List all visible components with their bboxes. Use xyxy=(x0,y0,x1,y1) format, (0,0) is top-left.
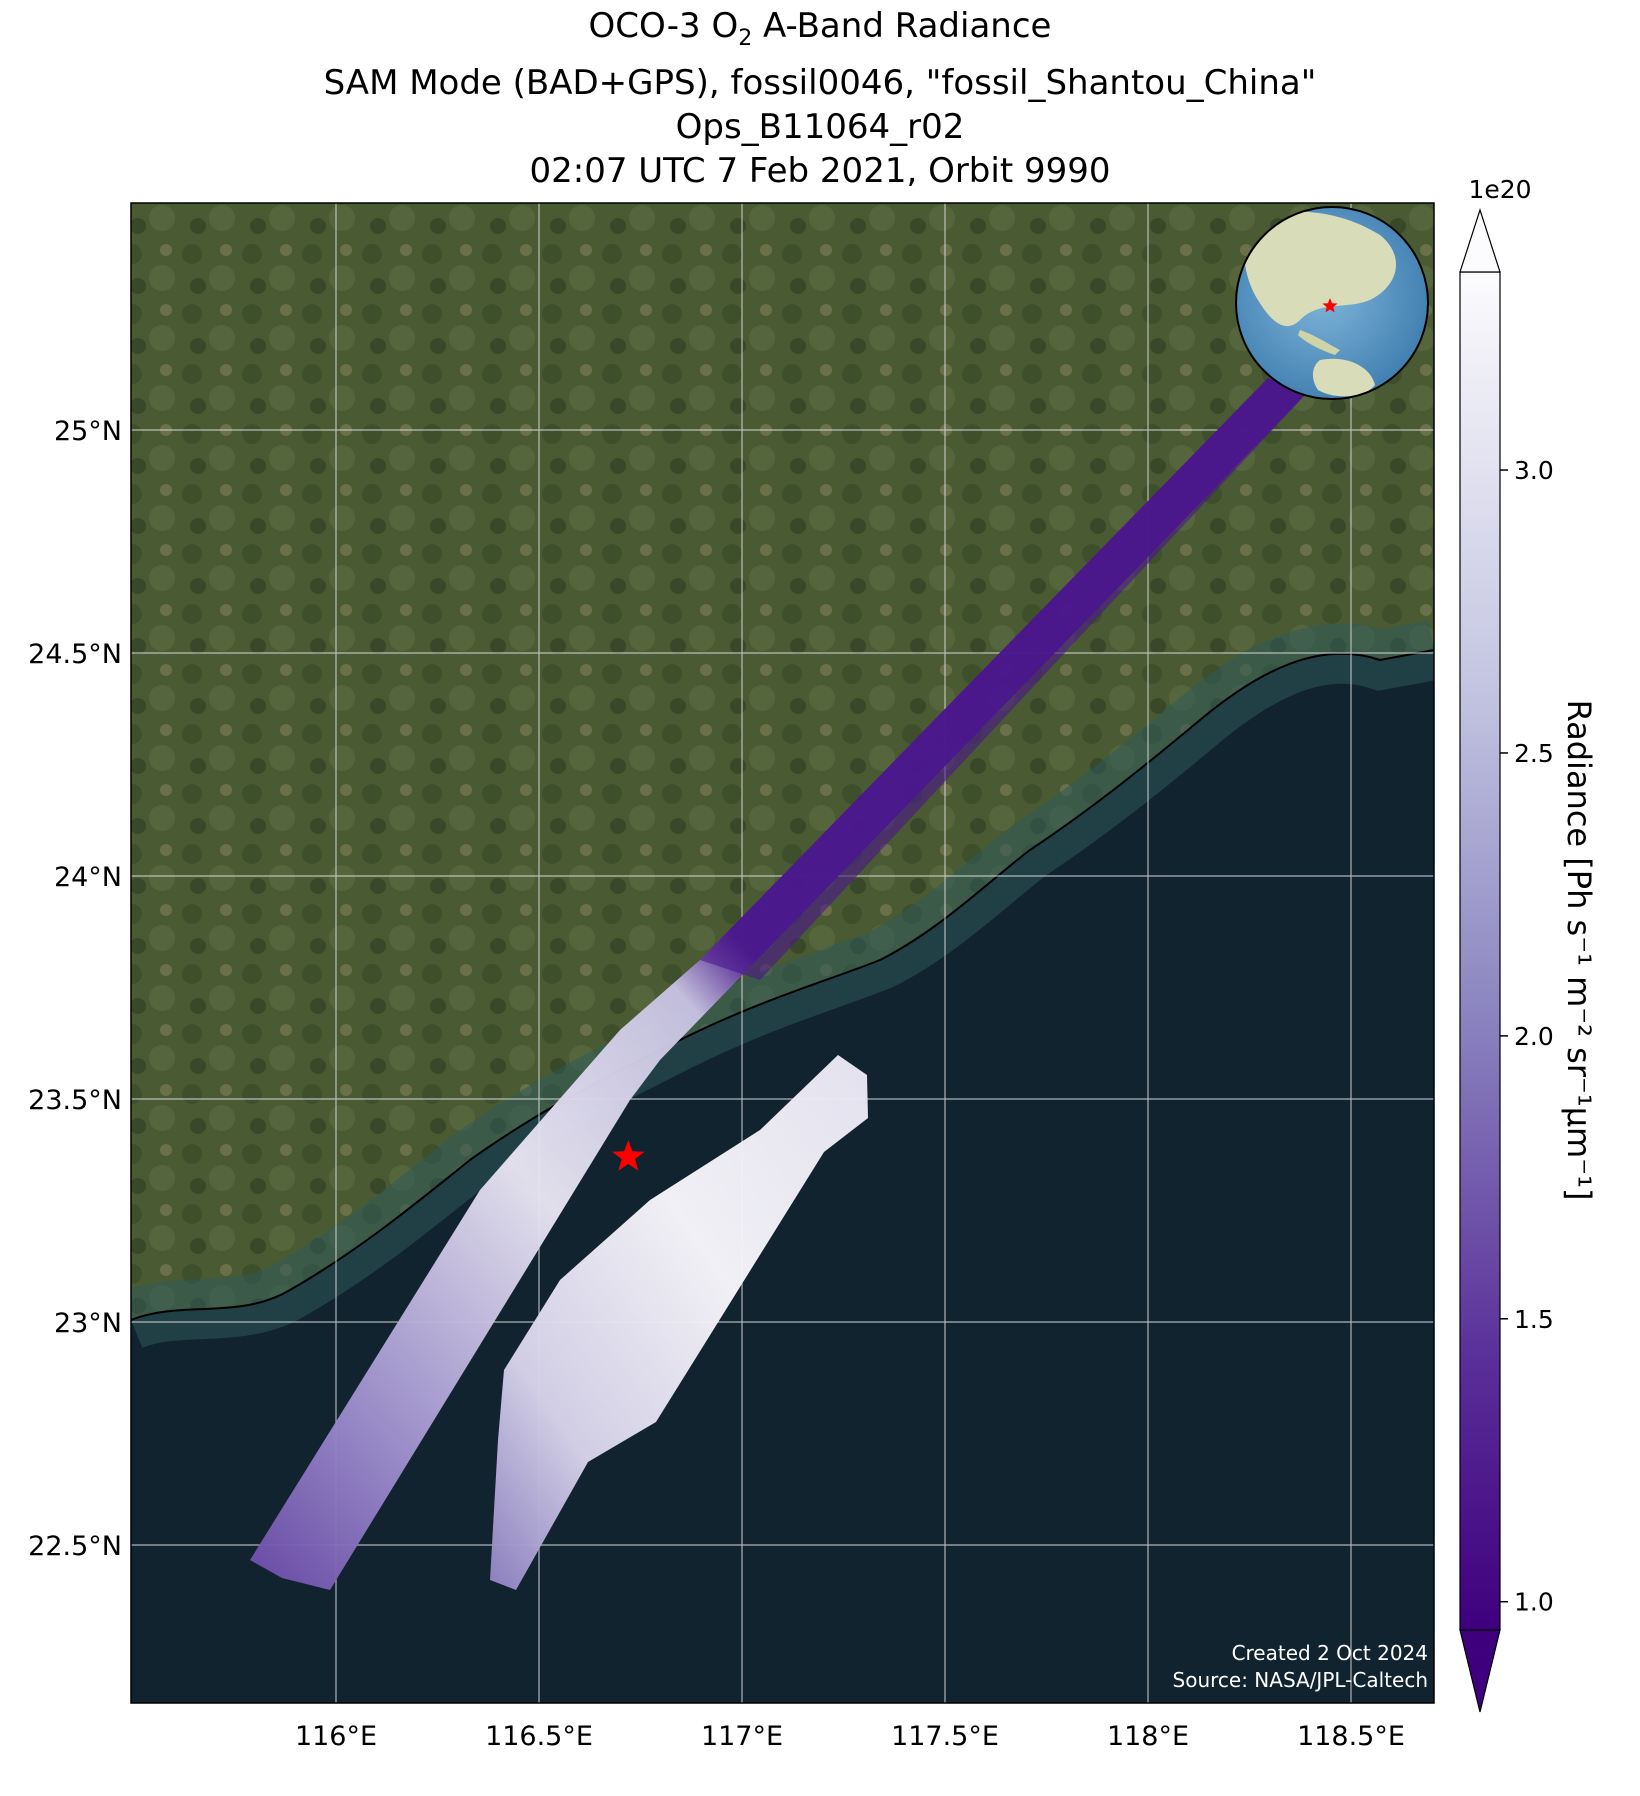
lat-tick-label: 23.5°N xyxy=(28,1085,122,1116)
lat-tick-label: 22.5°N xyxy=(28,1531,122,1562)
inset-globe xyxy=(1235,206,1429,400)
basemap xyxy=(131,203,1434,1703)
lat-tick-label: 24°N xyxy=(54,862,122,893)
lon-tick-label: 116°E xyxy=(295,1721,377,1752)
radiance-swath-2 xyxy=(490,1055,868,1590)
lon-tick-label: 118.5°E xyxy=(1297,1721,1405,1752)
colorbar: 3.0 2.5 2.0 1.5 1.0 1e20 Radiance [Ph s⁻¹ m⁻… xyxy=(1459,175,1598,1713)
longitude-tick-labels: 116°E 116.5°E 117°E 117.5°E 118°E 118.5°E xyxy=(295,1721,1405,1752)
lat-tick-label: 24.5°N xyxy=(28,639,122,670)
colorbar-gradient xyxy=(1459,271,1501,1631)
lon-tick-label: 117.5°E xyxy=(891,1721,999,1752)
title-line-1: OCO-3 O2 A-Band Radiance xyxy=(588,6,1052,51)
colorbar-tick-label: 2.5 xyxy=(1514,739,1554,768)
lat-tick-label: 23°N xyxy=(54,1308,122,1339)
credit-created: Created 2 Oct 2024 xyxy=(1231,1641,1428,1665)
colorbar-multiplier: 1e20 xyxy=(1468,175,1531,204)
credit-text: Created 2 Oct 2024 Source: NASA/JPL-Calt… xyxy=(1173,1640,1428,1694)
colorbar-tick-label: 2.0 xyxy=(1514,1022,1554,1051)
gridlines xyxy=(131,203,1434,1703)
lon-tick-label: 118°E xyxy=(1107,1721,1189,1752)
colorbar-max-extend xyxy=(1459,208,1501,273)
globe-target-marker xyxy=(1322,298,1338,313)
lon-tick-label: 117°E xyxy=(701,1721,783,1752)
title-line-3: Ops_B11064_r02 xyxy=(675,106,965,147)
colorbar-label: Radiance [Ph s⁻¹ m⁻² sr⁻¹μm⁻¹] xyxy=(1560,700,1598,1201)
map-frame xyxy=(130,202,1435,1704)
colorbar-min-extend xyxy=(1459,1629,1501,1713)
colorbar-ticks: 3.0 2.5 2.0 1.5 1.0 xyxy=(1500,456,1554,1617)
radiance-swath-north xyxy=(700,378,1305,980)
radiance-swath-1 xyxy=(250,378,1305,1590)
coastline xyxy=(131,649,1434,1321)
lon-tick-label: 116.5°E xyxy=(485,1721,593,1752)
title-line-2: SAM Mode (BAD+GPS), fossil0046, "fossil_… xyxy=(323,62,1317,103)
globe-asia xyxy=(1243,211,1397,327)
target-star-marker xyxy=(612,1140,645,1171)
globe-border xyxy=(1235,206,1429,400)
colorbar-tick-label: 1.5 xyxy=(1514,1305,1554,1334)
colorbar-tick-label: 1.0 xyxy=(1514,1588,1554,1617)
lat-tick-label: 25°N xyxy=(54,416,122,447)
chart-title: OCO-3 O2 A-Band Radiance SAM Mode (BAD+G… xyxy=(0,4,1640,193)
latitude-tick-labels: 25°N 24.5°N 24°N 23.5°N 23°N 22.5°N xyxy=(28,416,122,1562)
credit-source: Source: NASA/JPL-Caltech xyxy=(1172,1668,1428,1692)
globe-islands xyxy=(1298,330,1340,355)
title-line-4: 02:07 UTC 7 Feb 2021, Orbit 9990 xyxy=(529,150,1111,191)
colorbar-tick-label: 3.0 xyxy=(1514,456,1554,485)
globe-australia xyxy=(1312,358,1375,397)
